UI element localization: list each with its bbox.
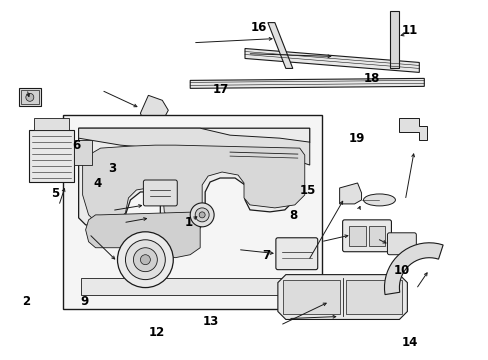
Bar	[21, 90, 39, 104]
Bar	[74, 140, 91, 165]
Text: 18: 18	[363, 72, 380, 85]
FancyBboxPatch shape	[386, 233, 415, 255]
Bar	[345, 280, 402, 315]
Circle shape	[190, 203, 214, 227]
Text: 4: 4	[93, 177, 102, 190]
Polygon shape	[79, 128, 309, 165]
FancyBboxPatch shape	[275, 238, 317, 270]
Text: 13: 13	[202, 315, 218, 328]
Polygon shape	[82, 145, 304, 224]
Text: 1: 1	[184, 216, 192, 229]
Text: 8: 8	[288, 210, 297, 222]
Circle shape	[133, 248, 157, 272]
FancyBboxPatch shape	[342, 220, 390, 252]
Bar	[62, 115, 321, 310]
Bar	[348, 226, 365, 246]
Text: 6: 6	[72, 139, 81, 152]
Polygon shape	[339, 183, 361, 204]
Circle shape	[199, 212, 205, 218]
FancyBboxPatch shape	[143, 180, 177, 206]
Text: 12: 12	[148, 326, 164, 339]
Text: 2: 2	[22, 295, 30, 308]
Polygon shape	[267, 23, 292, 68]
Text: 10: 10	[392, 264, 408, 277]
Polygon shape	[389, 11, 399, 68]
Bar	[29, 130, 74, 182]
Bar	[368, 226, 385, 246]
Circle shape	[195, 208, 209, 222]
Polygon shape	[79, 128, 309, 232]
Text: 19: 19	[347, 132, 364, 145]
Circle shape	[26, 93, 34, 101]
Text: 9: 9	[81, 296, 89, 309]
Text: 15: 15	[299, 184, 315, 197]
Ellipse shape	[363, 194, 395, 206]
Polygon shape	[85, 212, 200, 258]
Polygon shape	[244, 49, 419, 72]
Polygon shape	[81, 278, 314, 294]
Text: 14: 14	[401, 336, 417, 348]
Text: 5: 5	[51, 187, 60, 200]
Polygon shape	[140, 95, 168, 125]
Bar	[19, 88, 41, 106]
Text: 3: 3	[108, 162, 116, 175]
Bar	[282, 280, 339, 315]
Bar	[34, 118, 68, 130]
Text: 11: 11	[401, 24, 417, 37]
Circle shape	[117, 232, 173, 288]
Polygon shape	[190, 78, 424, 88]
Polygon shape	[277, 275, 407, 319]
Text: 16: 16	[250, 21, 267, 34]
Polygon shape	[399, 118, 427, 140]
Circle shape	[125, 240, 165, 280]
Text: 7: 7	[262, 249, 270, 262]
Circle shape	[140, 255, 150, 265]
Polygon shape	[384, 243, 442, 294]
Text: 17: 17	[213, 83, 229, 96]
